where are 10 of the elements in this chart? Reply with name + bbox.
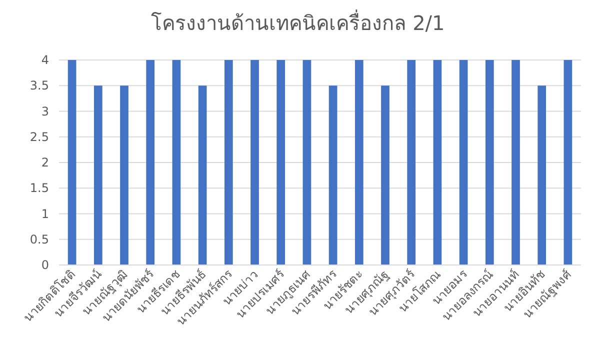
y-tick-label: 0 — [41, 258, 49, 272]
y-tick-label: 2.5 — [30, 130, 49, 144]
y-tick-label: 3.5 — [30, 78, 49, 93]
y-tick-label: 2 — [41, 156, 49, 170]
y-tick-label: 1 — [41, 206, 49, 221]
y-tick-label: 0.5 — [30, 232, 49, 246]
y-tick-label: 3 — [41, 104, 49, 118]
chart-title: โครงงานด้านเทคนิคเครื่องกล 2/1 — [151, 9, 445, 35]
y-tick-label: 1.5 — [30, 181, 49, 196]
y-tick-label: 4 — [41, 53, 49, 67]
